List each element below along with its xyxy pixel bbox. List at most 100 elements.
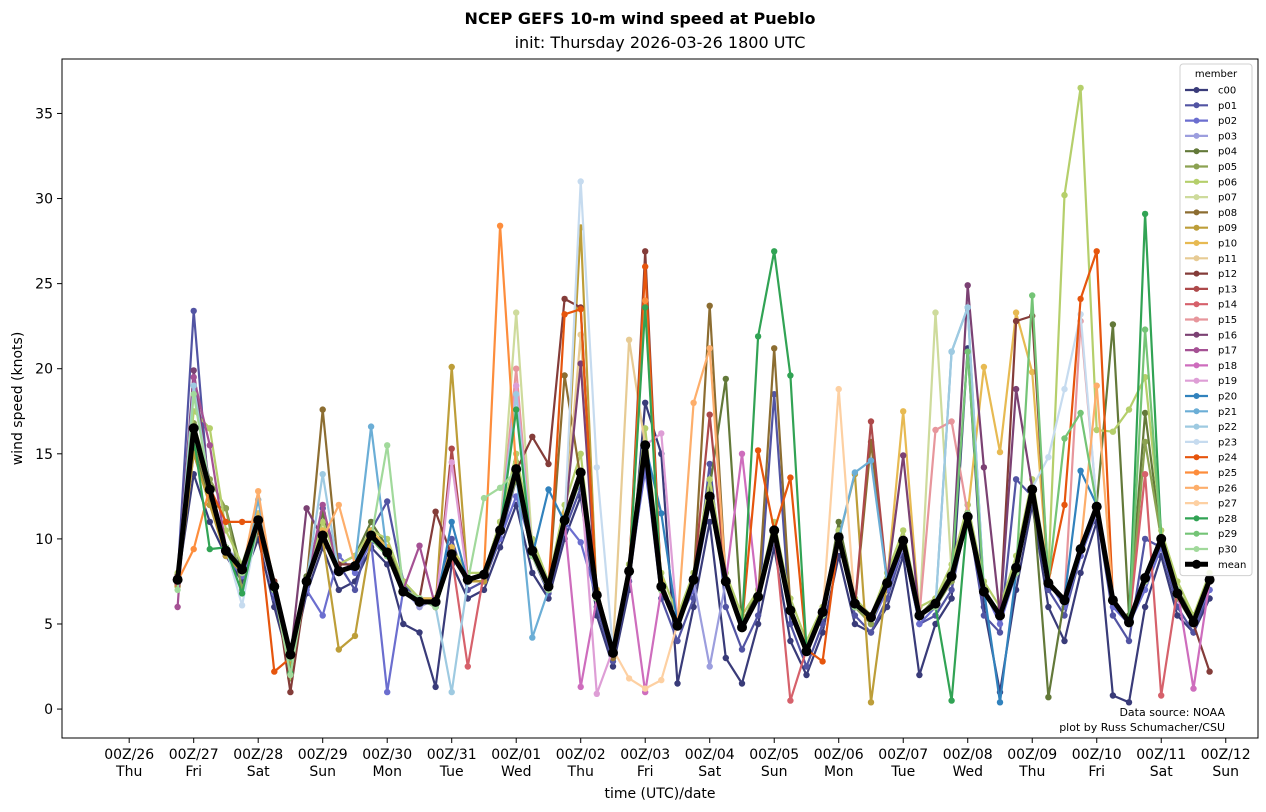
point-p16 — [303, 505, 310, 512]
legend-label: c00 — [1218, 86, 1236, 97]
legend-label: p18 — [1218, 361, 1237, 372]
point-p22 — [319, 471, 326, 478]
x-tick-label-day: Sun — [1212, 764, 1239, 780]
point-c00 — [883, 603, 891, 611]
point-p01 — [690, 595, 697, 602]
point-p28 — [238, 590, 246, 597]
point-c00 — [948, 595, 955, 602]
point-mean — [946, 571, 957, 582]
point-p30 — [174, 586, 181, 594]
point-mean — [575, 467, 586, 478]
point-p16 — [577, 360, 584, 367]
legend-entry-p15: p15 — [1185, 315, 1237, 326]
point-p27 — [625, 675, 633, 682]
y-tick-label: 20 — [35, 362, 53, 378]
point-p06 — [1077, 84, 1084, 92]
point-p01 — [351, 586, 359, 594]
point-p21 — [867, 457, 875, 464]
point-mean — [350, 561, 360, 572]
series-line-p09 — [176, 226, 1211, 704]
point-p02 — [319, 612, 326, 619]
point-p28 — [771, 248, 778, 255]
point-p17 — [174, 603, 181, 611]
x-tick-label-time: 00Z/28 — [233, 747, 283, 763]
series-layer — [174, 84, 1213, 706]
point-p04 — [722, 375, 729, 383]
point-mean — [462, 574, 473, 585]
legend-swatch-marker — [1193, 469, 1200, 476]
point-p16 — [900, 452, 907, 459]
point-p01 — [722, 603, 729, 611]
point-mean — [301, 576, 312, 587]
point-p16 — [1012, 385, 1020, 393]
point-p21 — [851, 469, 859, 476]
point-p06 — [319, 518, 326, 526]
point-p06 — [1125, 406, 1133, 413]
plot-frame — [61, 58, 1259, 739]
point-c00 — [706, 518, 713, 526]
point-p09 — [335, 646, 342, 653]
point-p18 — [577, 683, 584, 691]
point-p30 — [480, 494, 488, 502]
legend-swatch-marker — [1193, 546, 1200, 552]
point-p13 — [867, 418, 875, 425]
point-p29 — [1141, 326, 1149, 333]
x-tick-label-time: 00Z/05 — [749, 747, 799, 763]
point-mean — [769, 525, 780, 536]
point-p15 — [513, 365, 520, 372]
point-mean — [1011, 562, 1022, 573]
legend-swatch-marker — [1193, 87, 1200, 93]
point-p01 — [980, 612, 988, 619]
legend-label: p05 — [1218, 162, 1237, 173]
point-mean — [608, 647, 618, 658]
legend-swatch-marker — [1193, 255, 1200, 262]
point-mean — [591, 590, 602, 601]
point-p14 — [1141, 471, 1149, 478]
x-tick-label-day: Wed — [952, 764, 983, 780]
legend-entry-p21: p21 — [1185, 407, 1237, 418]
point-p10 — [980, 363, 988, 371]
x-tick-label-day: Sun — [309, 764, 336, 780]
point-mean — [1188, 617, 1199, 628]
point-p24 — [271, 668, 278, 675]
legend-label: p06 — [1218, 177, 1237, 188]
point-p01 — [1125, 637, 1133, 645]
point-mean — [1172, 588, 1183, 599]
point-p21 — [367, 423, 375, 430]
legend-swatch-marker — [1193, 454, 1200, 461]
chart-title: NCEP GEFS 10-m wind speed at Pueblo — [464, 9, 816, 28]
legend-entry-p23: p23 — [1185, 437, 1237, 448]
point-p13 — [706, 411, 713, 418]
point-p25 — [642, 297, 649, 304]
point-mean — [737, 622, 747, 633]
point-p24 — [642, 263, 649, 270]
legend-label: p17 — [1218, 346, 1237, 357]
legend: member c00 p01 p02 p03 p04 p05 p06 p07 p08 p09 p10 p… — [1179, 63, 1253, 577]
legend-entry-p26: p26 — [1185, 483, 1237, 494]
x-tick-label-day: Thu — [1018, 764, 1045, 780]
x-tick-label-time: 00Z/11 — [1136, 747, 1186, 763]
point-p28 — [206, 545, 213, 553]
point-p11 — [625, 336, 633, 343]
point-c00 — [609, 663, 617, 670]
point-p27 — [835, 385, 842, 393]
point-p28 — [948, 697, 955, 704]
point-p27 — [658, 676, 665, 684]
legend-entry-p10: p10 — [1185, 239, 1237, 250]
point-mean — [511, 464, 522, 475]
point-c00 — [1141, 603, 1149, 611]
point-c00 — [722, 654, 729, 662]
point-mean — [882, 578, 893, 589]
point-mean — [866, 612, 876, 623]
point-c00 — [674, 680, 681, 687]
point-mean — [414, 596, 425, 607]
y-tick-label: 10 — [35, 532, 53, 548]
legend-swatch-marker — [1193, 515, 1200, 522]
point-mean — [817, 607, 828, 618]
legend-entry-p11: p11 — [1185, 254, 1237, 265]
point-mean — [253, 515, 264, 526]
x-tick-label-time: 00Z/31 — [427, 747, 477, 763]
y-axis: 0 5 10 15 20 25 30 35 — [35, 106, 62, 718]
point-c00 — [1125, 699, 1133, 706]
point-c00 — [432, 683, 439, 691]
